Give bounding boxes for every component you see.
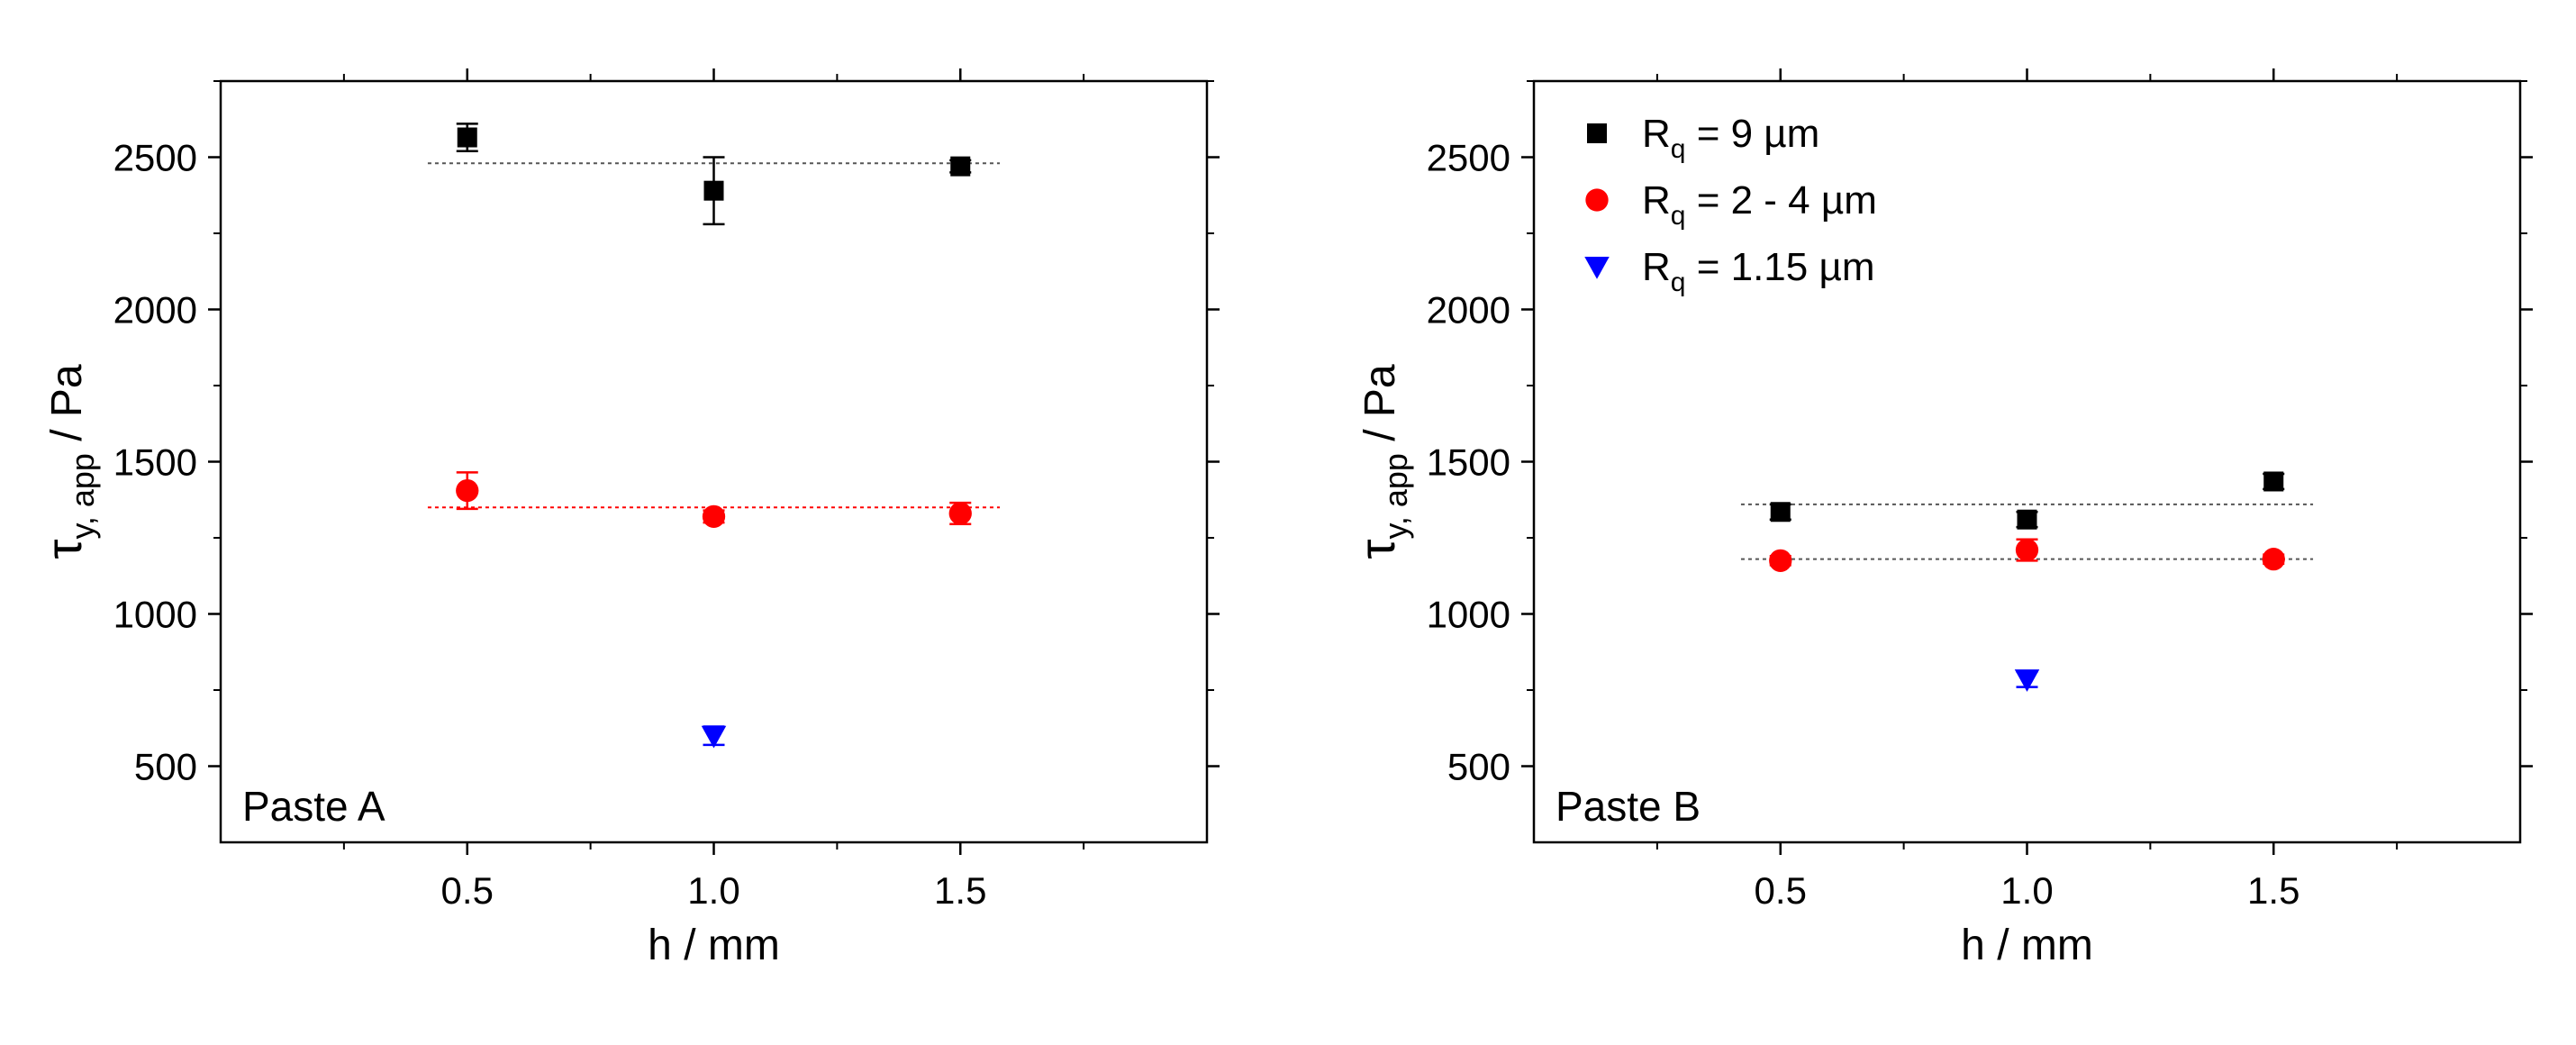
legend-label-subscript: q (1671, 201, 1686, 231)
x-axis-title: h / mm (648, 922, 780, 969)
y-tick-label: 1500 (1427, 441, 1510, 484)
y-tick-label: 2500 (1427, 137, 1510, 179)
plot-frame (1532, 79, 2522, 844)
y-tick-label: 1000 (1427, 594, 1510, 636)
legend-label-subscript: q (1671, 134, 1686, 164)
y-axis-title-symbol: τ (1348, 540, 1405, 559)
x-tick-label: 1.5 (934, 869, 986, 912)
legend-marker (1587, 123, 1607, 143)
data-point (2017, 509, 2037, 530)
y-axis-title: τy, app / Pa (1348, 364, 1414, 559)
y-axis-title-symbol: τ (35, 540, 92, 559)
data-point (701, 725, 727, 749)
legend-label-prefix: R (1642, 178, 1671, 223)
data-point (2262, 548, 2285, 571)
x-tick-label: 0.5 (441, 869, 494, 912)
data-point (948, 502, 972, 525)
legend-marker (1584, 257, 1610, 279)
data-point (2015, 538, 2039, 562)
y-tick-label: 1500 (113, 441, 197, 484)
data-point (950, 156, 971, 177)
x-tick-label: 1.5 (2247, 869, 2299, 912)
legend-label-subscript: q (1671, 268, 1686, 297)
chart-panel-2: 500 1000 1500 2000 2500 0.5 1.0 1.5 h / mm τy, ap… (1348, 68, 2533, 969)
panel-label: Paste B (1556, 783, 1701, 830)
x-tick-label: 1.0 (2000, 869, 2053, 912)
legend-label-prefix: R (1642, 112, 1671, 156)
data-point (2014, 669, 2040, 692)
y-tick-label: 1000 (113, 594, 197, 636)
legend-label-prefix: R (1642, 245, 1671, 289)
y-tick-label: 2000 (1427, 289, 1510, 332)
y-axis-title-subscript: y, app (64, 453, 101, 539)
y-axis-title-subscript: y, app (1377, 453, 1414, 539)
legend-label: Rq = 9 µm (1642, 112, 1819, 164)
y-tick-label: 2500 (113, 137, 197, 179)
data-point (2263, 471, 2284, 492)
y-tick-label: 2000 (113, 289, 197, 332)
y-axis-title: τy, app / Pa (35, 364, 101, 559)
x-tick-label: 1.0 (687, 869, 739, 912)
legend-marker (1585, 188, 1609, 212)
legend-label-value: = 2 - 4 µm (1685, 178, 1876, 223)
x-tick-label: 0.5 (1755, 869, 1807, 912)
chart-panel-1: 500 1000 1500 2000 2500 0.5 1.0 1.5 h / mm τy, ap… (35, 68, 1220, 969)
data-point (456, 478, 479, 503)
x-axis-title: h / mm (1961, 922, 2093, 969)
y-axis-title-unit: / Pa (1356, 364, 1404, 453)
data-point (703, 180, 724, 201)
data-point (1769, 549, 1792, 572)
legend-label-value: = 9 µm (1685, 112, 1819, 156)
legend-label: Rq = 2 - 4 µm (1642, 178, 1877, 231)
data-point (702, 504, 726, 528)
legend-label: Rq = 1.15 µm (1642, 245, 1874, 297)
y-axis-title-unit: / Pa (43, 364, 91, 453)
y-tick-label: 500 (1447, 746, 1510, 788)
panel-label: Paste A (242, 783, 385, 830)
data-point (1770, 502, 1791, 522)
y-tick-label: 500 (134, 746, 197, 788)
data-point (457, 127, 477, 148)
legend-label-value: = 1.15 µm (1685, 245, 1874, 289)
